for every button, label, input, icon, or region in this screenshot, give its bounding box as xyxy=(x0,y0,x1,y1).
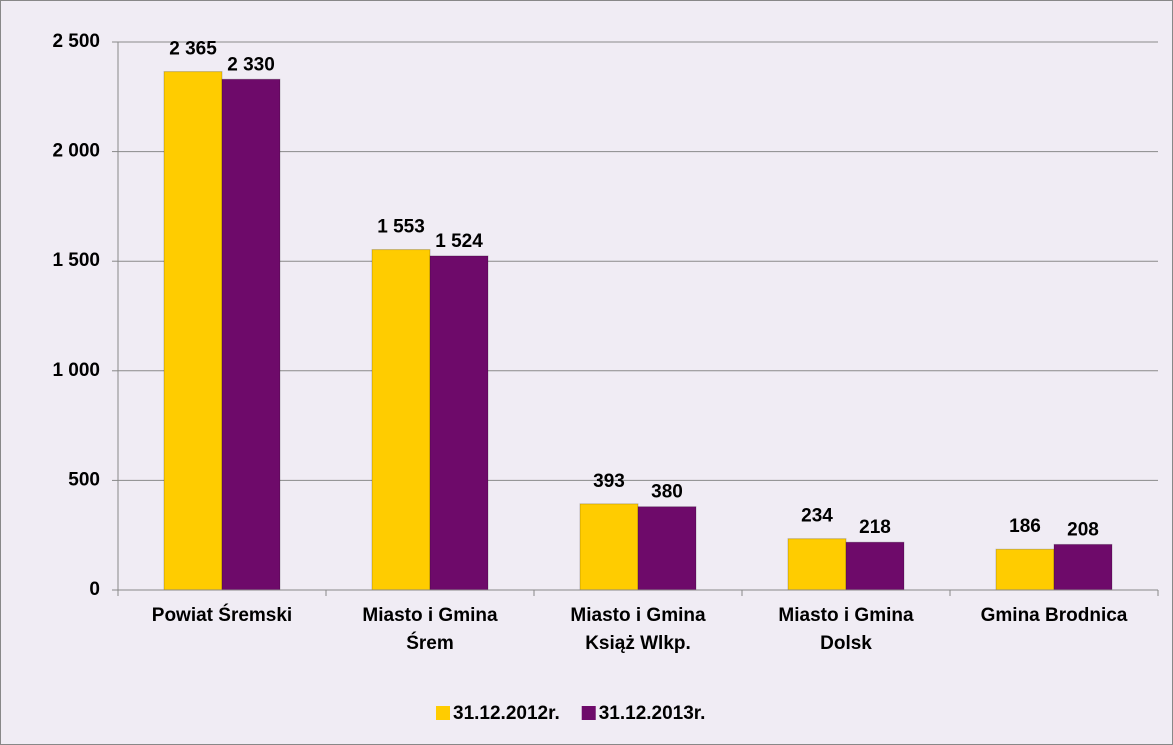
x-tick-label: Gmina Brodnica xyxy=(980,605,1128,626)
bar xyxy=(579,503,639,591)
legend-label: 31.12.2013r. xyxy=(599,703,706,724)
x-tick-label: Miasto i Gmina Śrem xyxy=(362,605,498,654)
data-label: 234 xyxy=(801,506,833,527)
legend-swatch xyxy=(581,706,596,720)
bar xyxy=(637,506,697,591)
y-tick-label: 1 000 xyxy=(52,360,100,381)
data-label: 393 xyxy=(593,471,625,492)
x-tick-label: Miasto i Gmina Książ Wlkp. xyxy=(570,605,706,654)
legend-swatch xyxy=(436,706,450,720)
y-tick-label: 1 500 xyxy=(52,250,100,271)
y-tick-label: 0 xyxy=(89,579,100,600)
y-tick-label: 2 500 xyxy=(52,31,100,52)
data-label: 2 365 xyxy=(169,39,217,60)
bar xyxy=(429,255,489,591)
data-label: 1 553 xyxy=(377,217,425,238)
data-label: 380 xyxy=(651,482,683,503)
data-label: 2 330 xyxy=(227,54,275,75)
y-tick-label: 2 000 xyxy=(52,141,100,162)
bar xyxy=(845,541,905,591)
bar xyxy=(221,78,281,591)
y-tick-label: 500 xyxy=(68,469,100,490)
bar xyxy=(163,71,223,591)
legend-label: 31.12.2012r. xyxy=(453,703,560,724)
x-tick-label: Powiat Śremski xyxy=(151,605,293,626)
data-label: 218 xyxy=(859,517,891,538)
data-label: 1 524 xyxy=(435,231,483,252)
bar xyxy=(1053,543,1113,591)
data-label: 208 xyxy=(1067,519,1099,540)
x-tick-label: Miasto i Gmina Dolsk xyxy=(778,605,914,654)
bar xyxy=(995,548,1055,591)
bar xyxy=(371,249,431,591)
data-label: 186 xyxy=(1009,516,1041,537)
bar xyxy=(787,538,847,591)
